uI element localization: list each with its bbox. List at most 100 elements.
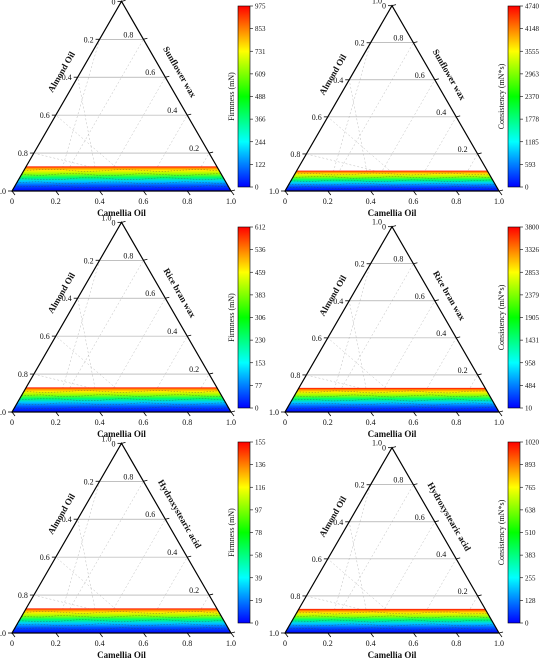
tick-mark — [477, 373, 482, 376]
left-tick-label: 0.4 — [62, 73, 72, 82]
bottom-tick-label: 0.6 — [138, 639, 148, 648]
right-tick-label: 0.4 — [436, 550, 446, 559]
left-tick-label: 0.8 — [290, 371, 300, 380]
contour-line — [287, 627, 497, 631]
tick-mark — [187, 334, 192, 337]
grid-line — [77, 77, 100, 192]
bottom-axis-title: Camellia Oil — [368, 208, 417, 218]
right-tick-label: 0.8 — [123, 251, 133, 260]
tick-mark — [498, 189, 504, 192]
left-tick-label: 1.0 — [0, 408, 6, 417]
tick-mark — [413, 483, 418, 486]
left-tick-label: 0 — [112, 0, 116, 6]
colorbar-tick-label: 155 — [255, 439, 266, 447]
left-tick-label: 0.8 — [18, 149, 28, 158]
tick-mark — [99, 411, 103, 417]
colorbar-tick-label: 230 — [255, 337, 266, 345]
grid-line — [348, 300, 371, 413]
right-tick-label: 0.4 — [167, 327, 177, 336]
bottom-axis-title: Camellia Oil — [97, 650, 146, 660]
colorbar-tick-label: 484 — [525, 382, 536, 390]
tick-mark — [434, 78, 439, 81]
colorbar-tick-label: 136 — [255, 461, 266, 469]
left-tick-label: 0.2 — [84, 477, 94, 486]
tick-mark — [187, 555, 192, 558]
tick-mark — [55, 411, 60, 417]
bottom-tick-label: 0.4 — [95, 418, 105, 427]
right-tick-label: 0.2 — [458, 587, 468, 596]
tick-mark — [327, 632, 332, 638]
bottom-tick-label: 0.4 — [366, 418, 376, 427]
colorbar — [237, 441, 251, 624]
bottom-axis-title: Camellia Oil — [368, 429, 417, 439]
colorbar-tick-label: 893 — [525, 461, 536, 469]
grid-line — [55, 114, 144, 192]
ternary-panel-6: 0 0.2 0.4 0.6 0.8 1.000.20.40.60.81.00.20.40.… — [269, 439, 540, 661]
left-tick-label: 0.6 — [40, 111, 50, 120]
left-tick-label: 0.2 — [355, 260, 365, 269]
bottom-axis-title: Camellia Oil — [97, 208, 146, 218]
right-tick-label: 0.2 — [458, 145, 468, 154]
right-tick-label: 0.6 — [145, 289, 155, 298]
colorbar-tick-label: 0 — [525, 620, 529, 628]
tick-mark — [143, 37, 148, 40]
contour-line — [290, 179, 494, 183]
bottom-axis-title: Camellia Oil — [368, 650, 417, 660]
colorbar-tick-label: 975 — [255, 3, 266, 11]
bottom-tick-label: 0.8 — [451, 197, 461, 206]
colorbar-tick-label: 593 — [525, 161, 536, 169]
contour-line — [296, 611, 488, 615]
bottom-tick-label: 0.2 — [51, 418, 61, 427]
right-tick-label: 1.0 — [372, 439, 382, 448]
colorbar-tick-label: 383 — [255, 291, 266, 299]
grid-line — [55, 481, 144, 634]
right-tick-label: 0.6 — [415, 292, 425, 301]
tick-mark — [391, 4, 397, 7]
bottom-tick-label: 0.4 — [95, 197, 105, 206]
colorbar-title: Firmness (mN) — [227, 72, 236, 121]
colorbar-tick-label: 19 — [255, 597, 263, 605]
colorbar — [507, 5, 521, 188]
left-tick-label: 1.0 — [0, 629, 6, 638]
left-tick-label: 0.4 — [62, 294, 72, 303]
grid-line — [77, 298, 100, 413]
left-tick-label: 0.2 — [84, 256, 94, 265]
tick-mark — [455, 411, 460, 417]
tick-mark — [434, 520, 439, 523]
tick-mark — [230, 189, 236, 192]
contour-line — [288, 182, 496, 186]
right-axis-title: Hydroxystearic acid — [156, 478, 203, 550]
bottom-tick-label: 0.2 — [323, 418, 333, 427]
colorbar-tick-label: 255 — [525, 574, 536, 582]
tick-mark — [391, 446, 397, 449]
right-axis-title: Rice bran wax — [162, 266, 199, 319]
bottom-tick-label: 1.0 — [494, 197, 504, 206]
tick-mark — [413, 262, 418, 265]
colorbar-tick-label: 78 — [255, 529, 263, 537]
tick-mark — [284, 632, 289, 638]
colorbar-title: Consistency (mN*s) — [497, 499, 506, 565]
contour-line — [23, 390, 220, 393]
contour-line — [286, 186, 498, 189]
left-tick-label: 0.2 — [84, 35, 94, 44]
tick-mark — [143, 190, 147, 196]
tick-mark — [413, 632, 417, 638]
bottom-tick-label: 0.6 — [408, 418, 418, 427]
bottom-tick-label: 0 — [10, 639, 14, 648]
tick-mark — [230, 632, 235, 638]
tick-mark — [413, 411, 417, 417]
contour-line — [289, 623, 495, 627]
tick-mark — [230, 631, 236, 634]
right-tick-label: 1.0 — [102, 0, 112, 1]
tick-mark — [121, 0, 126, 2]
right-tick-label: 0.2 — [189, 144, 199, 153]
colorbar-tick-label: 958 — [525, 359, 536, 367]
colorbar-tick-label: 1778 — [525, 116, 540, 124]
contour-line — [16, 623, 227, 627]
colorbar-tick-label: 853 — [255, 25, 266, 33]
tick-mark — [143, 411, 147, 417]
triangle-frame — [10, 221, 233, 413]
bottom-tick-label: 1.0 — [226, 639, 236, 648]
colorbar-tick-label: 0 — [525, 184, 529, 192]
grid-line — [327, 337, 414, 413]
